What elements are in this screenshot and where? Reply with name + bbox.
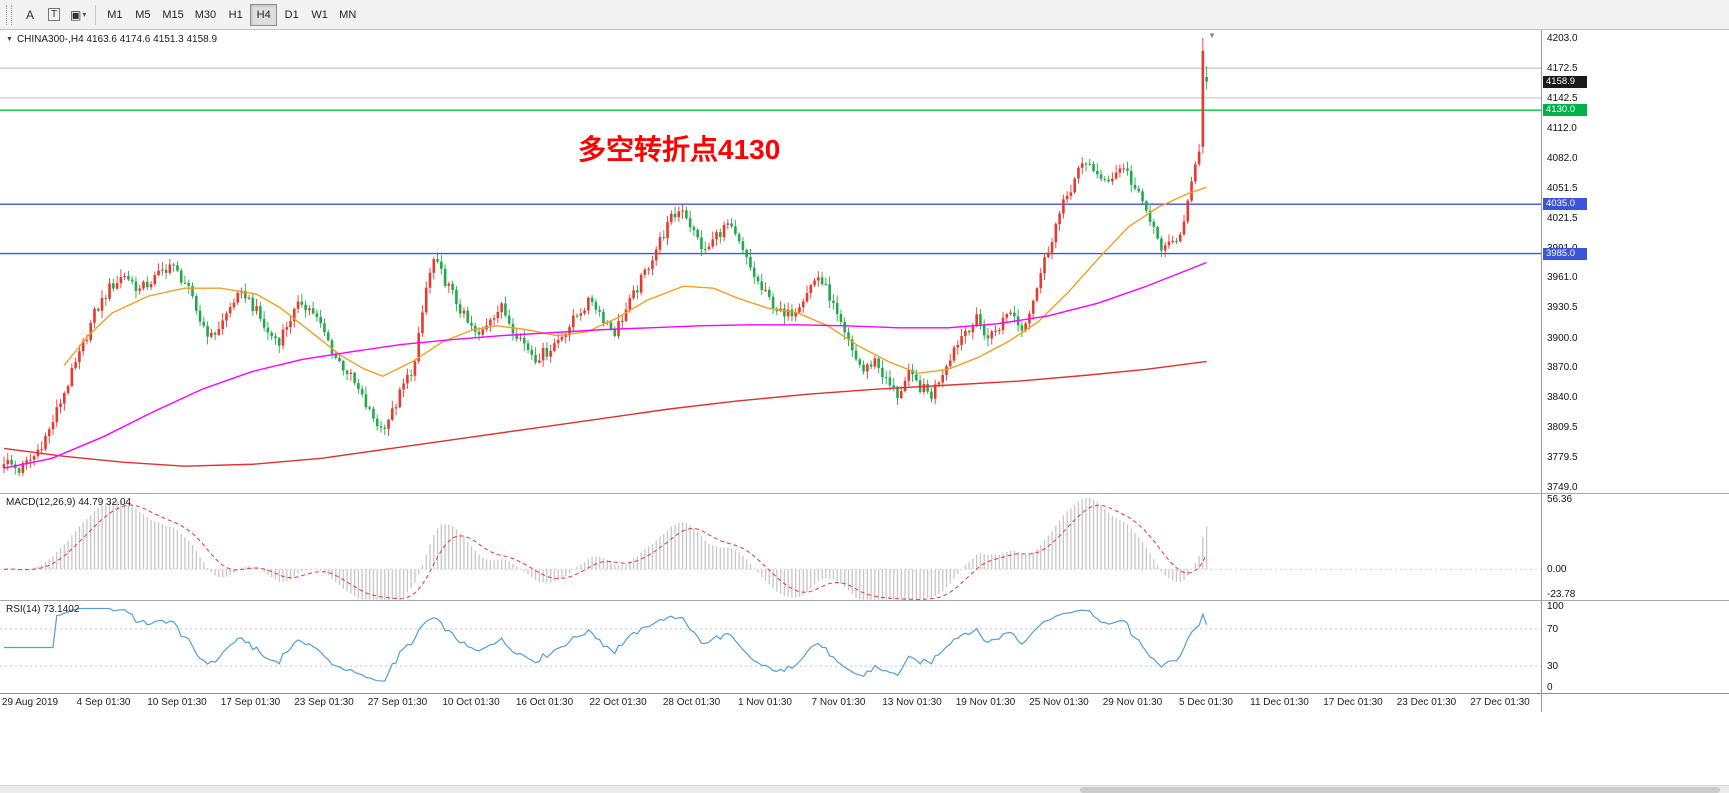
time-label: 19 Nov 01:30 [955, 697, 1016, 708]
timeframe-button-d1[interactable]: D1 [278, 4, 305, 26]
text-tool-icon: T [47, 8, 61, 21]
horizontal-scrollbar[interactable] [0, 785, 1729, 793]
time-label: 23 Dec 01:30 [1396, 697, 1457, 708]
time-label: 1 Nov 01:30 [738, 697, 792, 708]
scrollbar-thumb[interactable] [1080, 787, 1720, 793]
label-tool-button[interactable]: A [18, 4, 42, 26]
time-label: 4 Sep 01:30 [76, 697, 131, 708]
timeframe-button-h4[interactable]: H4 [250, 3, 278, 26]
shapes-icon: ▣ [70, 7, 82, 22]
time-label: 23 Sep 01:30 [294, 697, 354, 708]
rsi-panel: RSI(14) 73.1402 100 70 30 0 [0, 600, 1729, 693]
time-label: 22 Oct 01:30 [589, 697, 647, 708]
timeframe-button-h1[interactable]: H1 [222, 4, 249, 26]
time-label: 17 Dec 01:30 [1323, 697, 1383, 708]
chart-shift-marker-icon[interactable]: ▼ [1208, 31, 1216, 40]
time-label: 16 Oct 01:30 [515, 697, 574, 708]
chevron-down-icon: ▾ [82, 10, 87, 19]
time-label: 25 Nov 01:30 [1029, 697, 1089, 708]
rsi-canvas[interactable] [0, 601, 1729, 694]
time-label: 27 Sep 01:30 [367, 697, 428, 708]
collapse-triangle-icon[interactable]: ▼ [6, 36, 13, 43]
time-axis[interactable]: 29 Aug 2019 4 Sep 01:30 10 Sep 01:30 17 Sep… [0, 693, 1729, 712]
time-label: 10 Sep 01:30 [147, 697, 207, 708]
time-label: 28 Oct 01:30 [662, 697, 721, 708]
toolbar-separator [95, 4, 97, 25]
macd-label: MACD(12,26,9) 44.79 32.04 [6, 497, 132, 508]
timeframe-button-m15[interactable]: M15 [157, 4, 188, 26]
timeframe-button-w1[interactable]: W1 [306, 4, 333, 26]
macd-canvas[interactable] [0, 494, 1729, 601]
main-chart-panel: ▼ CHINA300-,H4 4163.6 4174.6 4151.3 4158… [0, 30, 1729, 493]
time-label: 7 Nov 01:30 [811, 697, 866, 708]
timeframe-group: M1 M5 M15 M30 H1 H4 D1 W1 MN [101, 3, 361, 26]
symbol-ohlc-label: ▼ CHINA300-,H4 4163.6 4174.6 4151.3 4158… [6, 34, 217, 45]
shapes-tool-button[interactable]: ▣ ▾ [66, 4, 90, 26]
timeframe-button-mn[interactable]: MN [334, 4, 361, 26]
time-label: 29 Nov 01:30 [1102, 697, 1163, 708]
text-tool-button[interactable]: T [42, 4, 66, 26]
chart-canvas[interactable] [0, 30, 1729, 493]
time-label: 13 Nov 01:30 [882, 697, 942, 708]
macd-panel: MACD(12,26,9) 44.79 32.04 56.36 0.00 -23.7… [0, 493, 1729, 600]
time-label: 5 Dec 01:30 [1179, 697, 1233, 708]
timeframe-button-m1[interactable]: M1 [101, 4, 128, 26]
timeframe-button-m30[interactable]: M30 [190, 4, 221, 26]
time-label: 11 Dec 01:30 [1250, 697, 1309, 708]
chart-toolbar: A T ▣ ▾ M1 M5 M15 M30 H1 H4 D1 W1 MN [0, 0, 1729, 30]
time-label: 27 Dec 01:30 [1470, 697, 1530, 708]
timeframe-button-m5[interactable]: M5 [129, 4, 156, 26]
bottom-space [0, 712, 1729, 785]
symbol-ohlc-text: CHINA300-,H4 4163.6 4174.6 4151.3 4158.9 [16, 34, 218, 45]
time-label: 29 Aug 2019 [1, 697, 59, 708]
axis-separator [1541, 30, 1542, 712]
toolbar-grip[interactable] [6, 4, 12, 25]
time-label: 10 Oct 01:30 [442, 697, 500, 708]
time-label: 17 Sep 01:30 [220, 697, 281, 708]
rsi-label: RSI(14) 73.1402 [6, 604, 80, 615]
chart-annotation[interactable]: 多空转折点4130 [578, 134, 781, 165]
